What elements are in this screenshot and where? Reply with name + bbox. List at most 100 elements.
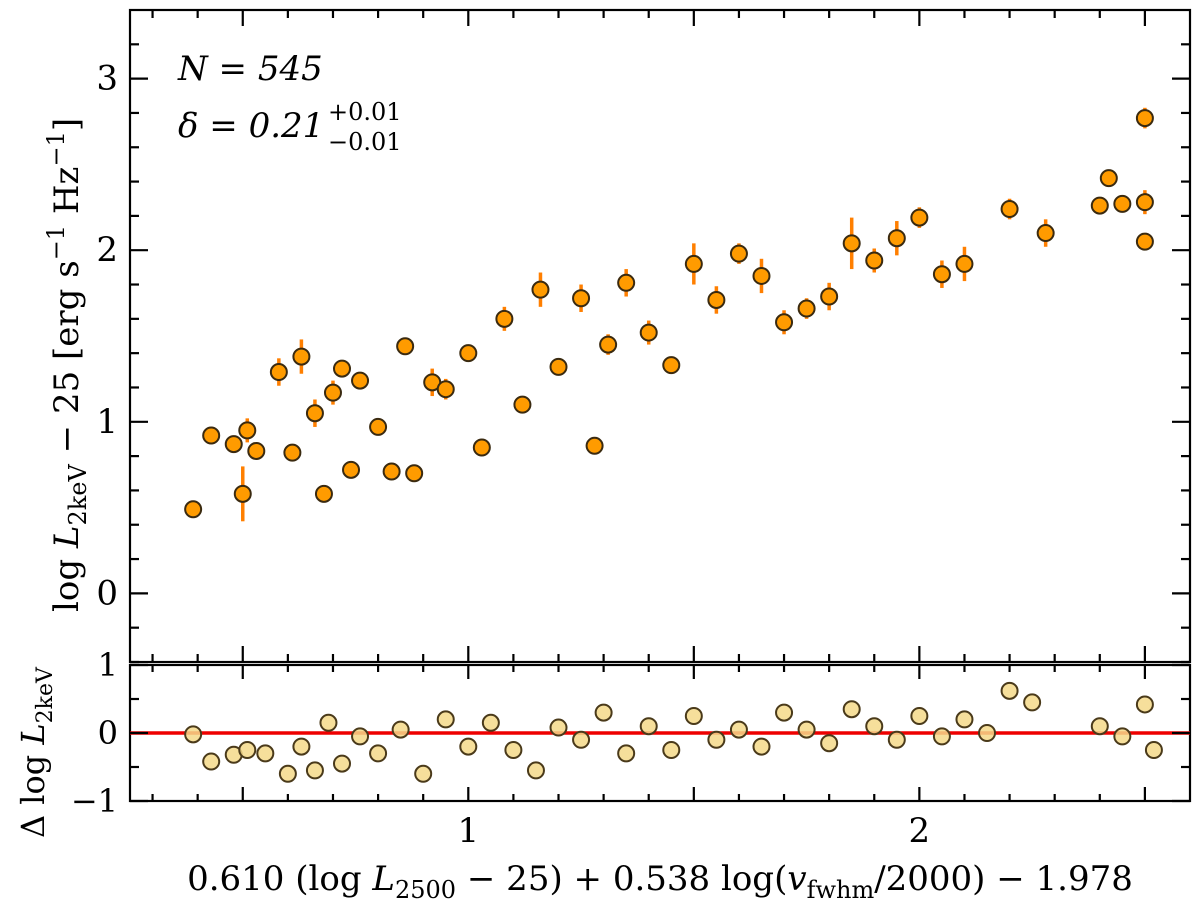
residual-point [351,727,370,746]
main-data-points [184,109,1154,519]
data-point [1135,109,1154,128]
data-point [333,359,351,378]
residual-point [797,720,816,739]
data-point [283,443,302,462]
data-point [247,441,266,460]
data-point [342,460,361,479]
residual-point [752,737,771,756]
data-point [269,363,288,382]
residual-point [414,764,433,783]
residual-point [1144,741,1163,759]
data-point [572,289,591,308]
residual-point [1135,695,1154,714]
data-point [1135,232,1154,251]
residual-point [549,718,568,737]
data-point [865,251,884,270]
residual-y-tick-label: 1 [98,646,118,684]
residual-point [459,737,478,756]
data-point [955,254,974,273]
data-point [684,254,703,273]
residual-point [278,764,297,783]
delta-superscript: +0.01 [328,98,402,126]
y-tick-label: 2 [96,230,118,270]
data-point [932,265,951,284]
data-point [513,395,532,414]
data-point [369,417,388,436]
data-point [1090,196,1109,215]
residual-point [481,713,500,732]
residual-point [662,741,681,759]
residual-y-axis-label: Δ log L2keV [14,666,58,838]
data-point [1113,194,1132,213]
residual-point [305,761,324,780]
data-point [549,357,568,376]
residual-point [775,703,794,722]
data-point [910,208,929,227]
data-point [617,273,636,292]
data-point [662,356,681,375]
residual-point [820,734,839,753]
y-tick-label: 1 [96,402,118,442]
residual-point [1113,727,1132,746]
data-point [405,464,424,483]
data-point [495,309,514,328]
delta-annotation-text: δ = 0.21 [178,106,324,146]
residual-point [526,761,545,780]
residual-y-tick-labels: −1 0 1 [71,646,118,820]
data-point [238,421,257,440]
residual-point [684,707,703,725]
data-point [292,347,311,366]
main-y-tick-labels: 0 1 2 3 [96,59,118,614]
data-point [752,266,771,285]
residual-point [238,741,257,759]
main-errorbars [209,107,1147,522]
residual-point [292,737,311,756]
residual-data-points [184,681,1163,783]
delta-annotation: δ = 0.21 [178,106,324,146]
data-point [1099,169,1118,188]
data-point [531,280,550,299]
data-point [1036,224,1055,243]
data-point [599,335,618,354]
residual-point [842,700,861,719]
residual-point [333,754,351,773]
residual-point [617,744,636,763]
residual-point [256,744,275,763]
data-point [1135,193,1154,212]
residual-point [887,730,906,749]
data-point [314,484,333,503]
residual-point [1000,681,1019,700]
data-point [707,290,726,309]
data-point [472,438,491,457]
data-point [797,299,816,318]
y-tick-label: 0 [96,573,118,613]
residual-point [1023,693,1042,712]
data-point [436,380,455,399]
data-point [184,500,203,519]
data-point [820,287,839,306]
main-axis-ticks [130,10,1190,664]
residual-point [932,727,951,746]
data-point [585,436,604,455]
residual-point [639,717,658,736]
data-point [639,323,658,342]
data-point [775,313,794,332]
residual-axis-ticks [130,663,1190,803]
data-point [382,462,401,481]
data-point [224,435,243,454]
residual-point [594,703,613,722]
data-point [233,484,252,503]
x-axis-label: 0.610 (log L2500 − 25) + 0.538 log(vfwhm… [187,859,1133,904]
y-axis-label: log L2keV − 25 [erg s−1 Hz−1] [42,118,92,612]
residual-point [707,730,726,749]
residual-point [504,741,523,759]
residual-point [369,744,388,763]
residual-point [1090,717,1109,736]
x-tick-label: 2 [909,811,931,851]
main-panel-frame [128,8,1192,664]
data-point [305,404,324,423]
delta-subscript: −0.01 [328,128,402,156]
residual-point [978,724,997,742]
